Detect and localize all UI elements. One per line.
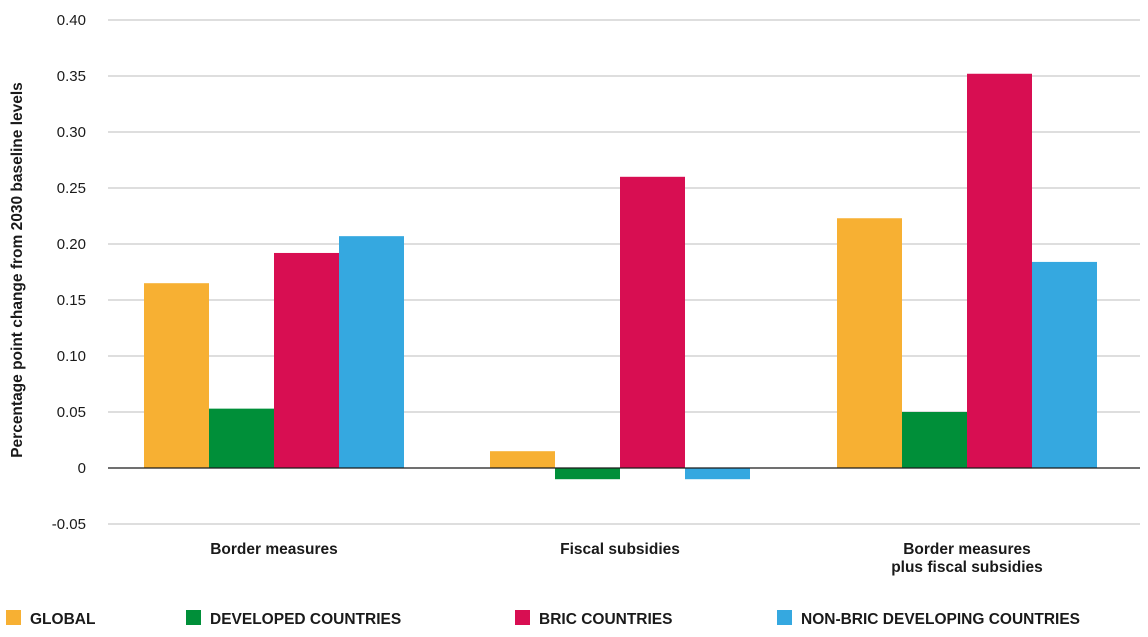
bar-bric-countries bbox=[274, 252, 339, 468]
y-tick-label: 0.10 bbox=[57, 348, 86, 365]
bar-global bbox=[837, 218, 902, 468]
x-axis-categories: Border measures Fiscal subsidies Border me… bbox=[210, 541, 1043, 576]
y-tick-label: -0.05 bbox=[52, 516, 86, 533]
legend-swatch bbox=[186, 610, 201, 625]
bar-bric-countries bbox=[967, 73, 1032, 468]
y-tick-label: 0 bbox=[78, 460, 86, 477]
bar-bric-countries bbox=[620, 176, 685, 469]
legend-label: GLOBAL bbox=[30, 611, 95, 628]
legend-label: BRIC COUNTRIES bbox=[539, 611, 672, 628]
bar-non-bric-developing-countries bbox=[339, 236, 404, 468]
x-category-label: Border measures bbox=[210, 541, 338, 558]
bar-developed-countries bbox=[555, 468, 620, 480]
x-category-label: Fiscal subsidies bbox=[560, 541, 680, 558]
bar-non-bric-developing-countries bbox=[1032, 261, 1097, 468]
legend-swatch bbox=[6, 610, 21, 625]
y-axis-label: Percentage point change from 2030 baseli… bbox=[9, 82, 26, 458]
bar-developed-countries bbox=[902, 412, 967, 468]
y-tick-label: 0.15 bbox=[57, 292, 86, 309]
bar-developed-countries bbox=[209, 408, 274, 468]
bar-global bbox=[144, 283, 209, 468]
y-tick-label: 0.40 bbox=[57, 12, 86, 29]
y-tick-label: 0.25 bbox=[57, 180, 86, 197]
y-tick-label: 0.05 bbox=[57, 404, 86, 421]
y-tick-label: 0.35 bbox=[57, 68, 86, 85]
legend-label: DEVELOPED COUNTRIES bbox=[210, 611, 401, 628]
legend-label: NON-BRIC DEVELOPING COUNTRIES bbox=[801, 611, 1080, 628]
bar-global bbox=[490, 451, 555, 468]
legend: GLOBAL DEVELOPED COUNTRIES BRIC COUNTRIES N… bbox=[6, 610, 1080, 628]
bars bbox=[144, 73, 1097, 480]
y-tick-label: 0.30 bbox=[57, 124, 86, 141]
legend-swatch bbox=[777, 610, 792, 625]
bar-non-bric-developing-countries bbox=[685, 468, 750, 480]
y-axis-ticks: 0.40 0.35 0.30 0.25 0.20 0.15 0.10 0.05 0 -0.05 bbox=[52, 12, 86, 533]
x-category-label: Border measures plus fiscal subsidies bbox=[891, 541, 1043, 576]
legend-swatch bbox=[515, 610, 530, 625]
y-tick-label: 0.20 bbox=[57, 236, 86, 253]
